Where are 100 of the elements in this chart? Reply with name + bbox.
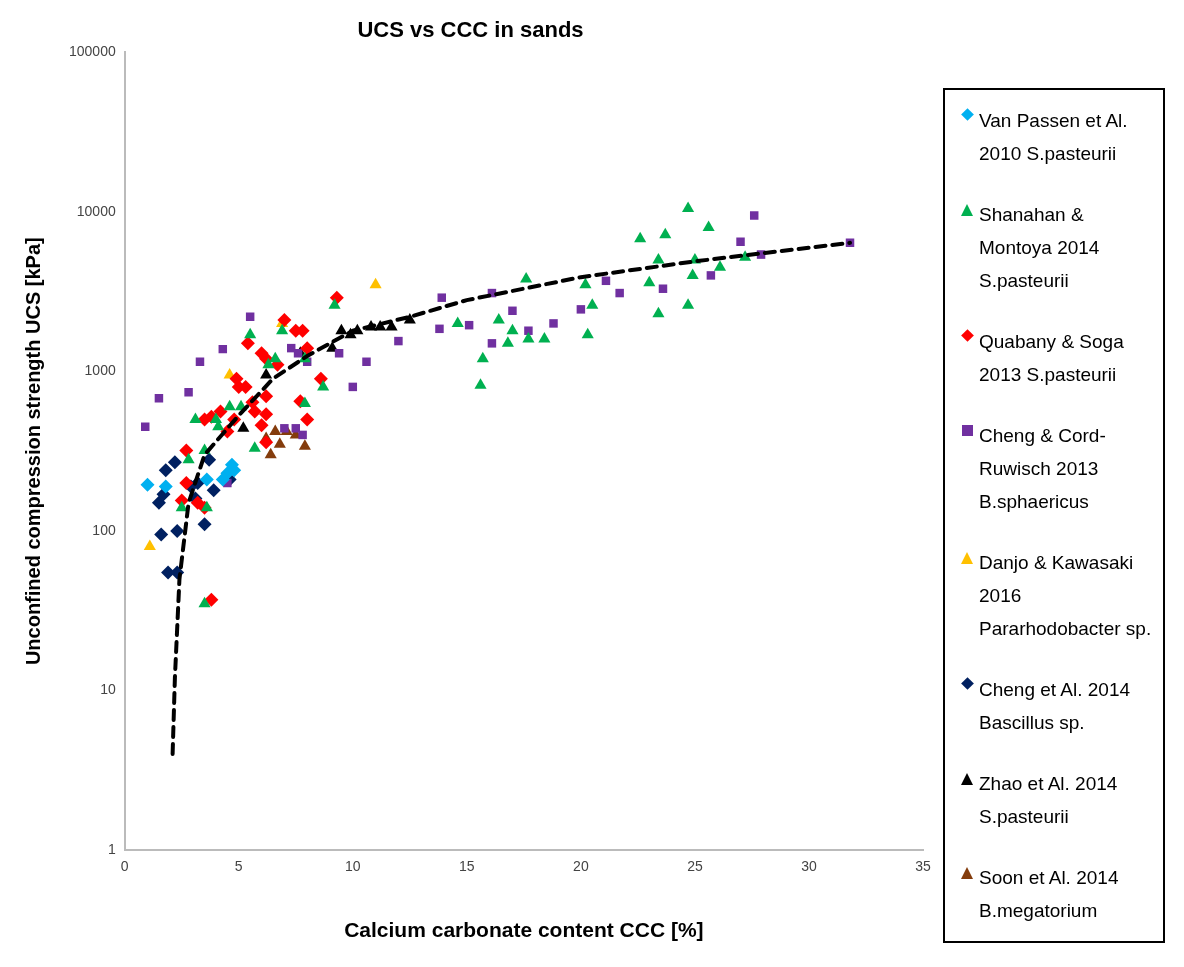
point [240, 336, 255, 351]
point [259, 389, 274, 404]
point [170, 523, 185, 538]
x-tick-label: 25 [687, 858, 703, 875]
y-tick-label: 100000 [69, 43, 116, 60]
legend-label: Soon et Al. 2014 B.megatorium [979, 866, 1120, 923]
point [198, 596, 211, 608]
point [522, 331, 535, 343]
y-tick-label: 10000 [76, 202, 116, 219]
point [634, 231, 647, 243]
y-tick-label: 1000 [84, 362, 116, 379]
point [273, 437, 286, 448]
point [476, 351, 489, 363]
point [291, 424, 301, 433]
point [576, 305, 586, 314]
point [652, 252, 665, 264]
point [652, 306, 665, 318]
point [362, 357, 371, 366]
point [244, 327, 257, 339]
x-tick-label: 35 [915, 858, 931, 875]
point [334, 349, 344, 358]
point [151, 495, 166, 510]
point [199, 472, 214, 487]
y-axis-title: Unconfined compression strength UCS [kPa] [21, 237, 44, 666]
point [682, 298, 695, 309]
y-tick-label: 1 [107, 840, 116, 857]
point [248, 441, 261, 452]
point [403, 313, 416, 324]
point [189, 412, 202, 423]
point [713, 260, 727, 271]
point [369, 277, 382, 289]
point [749, 211, 759, 220]
point [229, 371, 244, 386]
point [435, 324, 444, 334]
point [213, 404, 228, 419]
point [179, 475, 194, 490]
point [702, 220, 715, 231]
x-tick-label: 30 [801, 858, 817, 875]
point [143, 539, 156, 550]
point [254, 418, 269, 433]
legend-label: Cheng et Al. 2014 Bascillus sp. [979, 678, 1132, 735]
x-axis-title: Calcium carbonate content CCC [%] [344, 918, 704, 942]
point [501, 336, 514, 347]
point [658, 284, 668, 293]
point [300, 341, 315, 356]
point [154, 527, 169, 542]
point [259, 407, 274, 422]
point [313, 371, 328, 386]
point [179, 443, 194, 458]
point [643, 275, 656, 287]
point [328, 298, 341, 309]
point [158, 479, 173, 494]
legend-label: Cheng & Cord-Ruwisch 2013 B.sphaericus [979, 424, 1107, 514]
x-tick-label: 0 [120, 858, 129, 875]
point [269, 351, 282, 363]
point [581, 327, 594, 339]
point [437, 293, 446, 302]
point [394, 336, 403, 346]
point [182, 452, 195, 464]
point [549, 319, 558, 328]
point [223, 399, 236, 411]
x-tick-label: 20 [573, 858, 589, 875]
point [538, 331, 551, 343]
point [209, 412, 223, 423]
legend-label: Shanahan & Montoya 2014 S.pasteurii [979, 203, 1101, 293]
point [262, 357, 275, 369]
x-tick-label: 15 [459, 858, 475, 875]
y-tick-label: 100 [92, 521, 116, 538]
point [524, 326, 533, 335]
legend-label: Zhao et Al. 2014 S.pasteurii [979, 772, 1119, 829]
point [298, 439, 311, 450]
point [158, 463, 173, 478]
point [451, 316, 464, 327]
point [506, 323, 519, 335]
x-tick-label: 5 [234, 858, 243, 875]
point [140, 477, 155, 492]
point [264, 447, 277, 459]
point [184, 388, 193, 397]
x-tick-label: 10 [345, 858, 361, 875]
point [492, 313, 505, 324]
y-tick-label: 10 [100, 681, 116, 698]
point [520, 271, 533, 283]
point [487, 339, 497, 348]
point [197, 517, 212, 532]
point [579, 277, 592, 289]
point [237, 421, 250, 432]
legend-label: Danjo & Kawasaki 2016 Pararhodobacter sp. [979, 551, 1153, 641]
point [508, 306, 517, 316]
point [276, 323, 289, 335]
point [298, 430, 307, 440]
point [300, 412, 315, 427]
point [317, 379, 330, 391]
line-series [170, 240, 853, 756]
legend-label: Quabany & Soga 2013 S.pasteurii [979, 330, 1125, 387]
point [736, 237, 745, 247]
point [474, 378, 487, 389]
point [335, 323, 348, 335]
point [259, 435, 274, 450]
point [298, 396, 311, 407]
point [167, 455, 182, 470]
